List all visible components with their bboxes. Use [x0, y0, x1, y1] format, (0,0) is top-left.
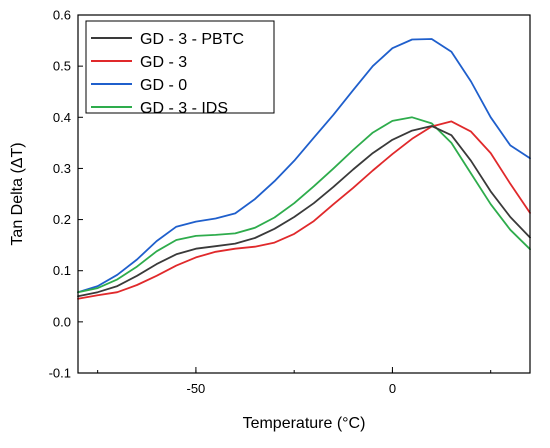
legend-label: GD - 0	[140, 77, 187, 94]
series-line-2	[77, 120, 531, 300]
tick-label-layer: -0.1 0.0 0.1 0.2 0.3 0.4 0.5 0.6 -50 0	[49, 8, 396, 397]
x-tick-label: -50	[187, 381, 206, 396]
legend-label: GD - 3 - IDS	[140, 100, 228, 117]
y-tick-label: 0.1	[53, 263, 71, 278]
legend-label: GD - 3	[140, 54, 187, 71]
series-line-3	[77, 38, 531, 294]
y-tick-label: 0.6	[53, 8, 71, 23]
x-axis-title: Temperature (°C)	[243, 415, 366, 432]
y-tick-label: -0.1	[49, 366, 71, 381]
y-tick-label: 0.4	[53, 110, 71, 125]
y-tick-label: 0.5	[53, 59, 71, 74]
y-tick-label: 0.2	[53, 212, 71, 227]
y-axis-title: Tan Delta (ΔT)	[9, 142, 26, 245]
legend-box	[85, 20, 275, 114]
y-tick-label: 0.3	[53, 161, 71, 176]
series-line-4	[77, 116, 531, 294]
plot-frame	[77, 14, 531, 374]
legend: GD - 3 - PBTC GD - 3 GD - 0 GD - 3 - IDS	[85, 20, 275, 117]
x-tick-label: 0	[389, 381, 396, 396]
legend-label: GD - 3 - PBTC	[140, 31, 244, 48]
y-tick-label: 0.0	[53, 314, 71, 329]
series-layer	[77, 38, 531, 300]
series-line-1	[77, 125, 531, 298]
